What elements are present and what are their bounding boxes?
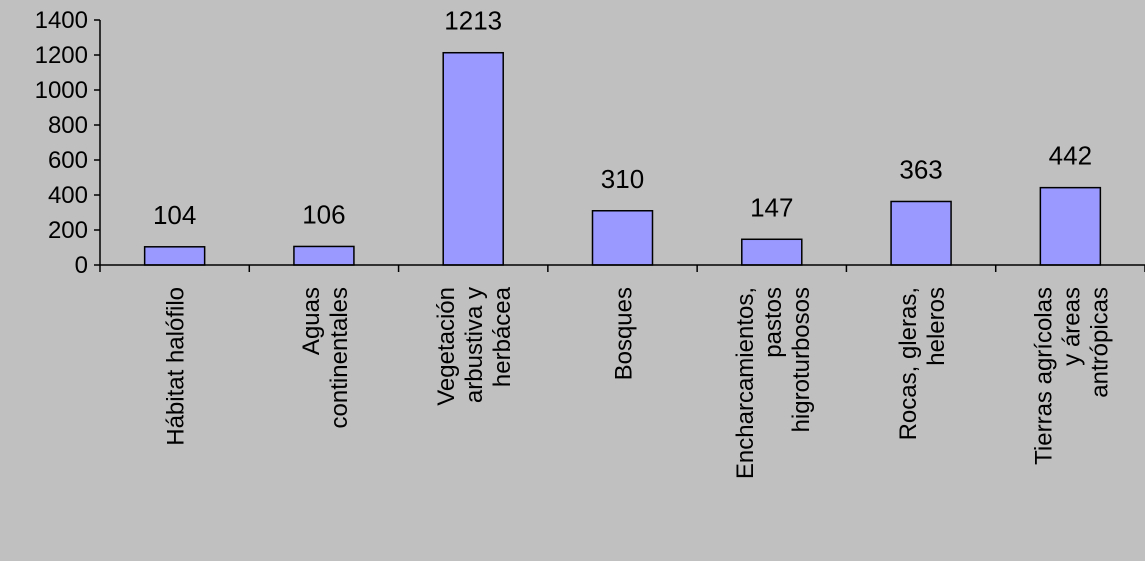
data-label: 310 bbox=[601, 164, 644, 194]
category-label: Aguas continentales bbox=[298, 287, 353, 428]
data-label: 147 bbox=[750, 192, 793, 222]
category-label-line: Tierras agrícolas bbox=[1030, 287, 1057, 465]
y-tick-label: 1000 bbox=[35, 77, 88, 104]
category-label: Tierras agrícolas y áreas antrópicas bbox=[1030, 287, 1113, 465]
category-label: Vegetación arbustiva y herbácea bbox=[433, 286, 516, 405]
data-label: 106 bbox=[302, 199, 345, 229]
data-label: 1213 bbox=[444, 6, 502, 36]
category-label-line: y áreas bbox=[1058, 287, 1085, 366]
category-label-line: Vegetación bbox=[433, 287, 460, 406]
x-axis bbox=[99, 264, 1145, 272]
y-tick-label: 1200 bbox=[35, 42, 88, 69]
bar bbox=[143, 246, 206, 266]
y-tick-label: 400 bbox=[48, 182, 88, 209]
data-label: 442 bbox=[1049, 141, 1092, 171]
data-label: 104 bbox=[153, 200, 196, 230]
category-label: Rocas, gleras, heleros bbox=[895, 287, 950, 440]
bar bbox=[293, 245, 355, 266]
data-label: 363 bbox=[899, 154, 942, 184]
category-label-line: Bosques bbox=[611, 287, 638, 380]
bar bbox=[591, 210, 654, 266]
category-label-line: arbustiva y bbox=[461, 287, 488, 403]
bar bbox=[1039, 186, 1102, 266]
bar bbox=[442, 51, 504, 266]
category-label-line: higroturbosos bbox=[788, 287, 815, 432]
data-labels: 104 106 1213 310 147 363 442 bbox=[153, 6, 1092, 230]
category-label-line: antrópicas bbox=[1086, 287, 1113, 398]
category-label-line: Hábitat halófilo bbox=[163, 287, 190, 446]
bar bbox=[890, 200, 952, 266]
y-tick-label: 600 bbox=[48, 147, 88, 174]
y-tick-label: 1400 bbox=[35, 7, 88, 34]
category-label-line: pastos bbox=[760, 287, 787, 358]
category-label: Bosques bbox=[611, 287, 638, 380]
y-tick-label: 800 bbox=[48, 112, 88, 139]
category-label-line: herbácea bbox=[489, 286, 516, 387]
category-label-line: continentales bbox=[326, 287, 353, 428]
category-labels: Hábitat halófilo Aguas continentales Vegeta… bbox=[163, 286, 1114, 479]
category-label: Hábitat halófilo bbox=[163, 287, 190, 446]
bars bbox=[143, 51, 1102, 266]
bar bbox=[741, 238, 803, 266]
category-label: Encharcamientos, pastos higroturbosos bbox=[732, 287, 815, 479]
category-label-line: Rocas, gleras, bbox=[895, 287, 922, 440]
y-axis: 0 200 400 600 800 1000 1200 1400 bbox=[35, 7, 101, 279]
y-tick-label: 200 bbox=[48, 217, 88, 244]
y-tick-label: 0 bbox=[75, 252, 88, 279]
category-label-line: heleros bbox=[923, 287, 950, 366]
category-label-line: Aguas bbox=[298, 287, 325, 355]
category-label-line: Encharcamientos, bbox=[732, 287, 759, 479]
